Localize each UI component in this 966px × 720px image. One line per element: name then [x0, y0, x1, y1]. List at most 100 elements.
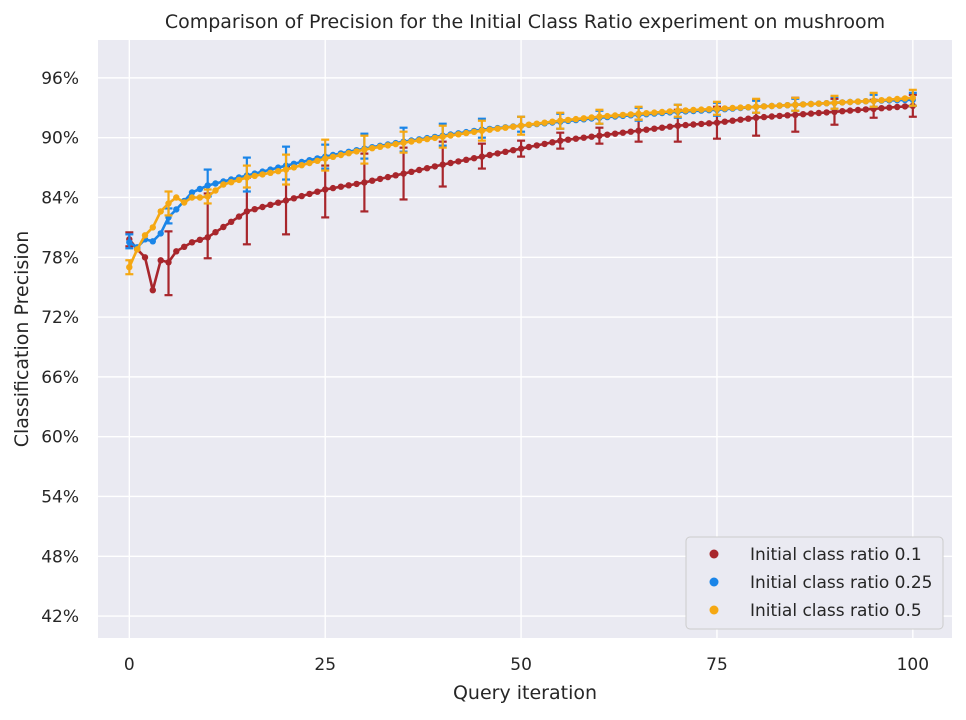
data-point — [228, 179, 235, 186]
data-point — [619, 129, 627, 136]
data-point — [651, 125, 658, 132]
data-point — [259, 203, 266, 211]
data-point — [196, 236, 204, 243]
data-point — [815, 100, 822, 107]
data-point — [149, 238, 156, 245]
data-point — [392, 172, 399, 179]
data-point — [290, 195, 298, 202]
data-point — [831, 108, 838, 116]
data-point — [228, 218, 235, 225]
data-point — [423, 135, 431, 143]
data-point — [306, 159, 313, 167]
data-point — [713, 119, 721, 126]
data-point — [894, 95, 901, 103]
chart-title: Comparison of Precision for the Initial … — [165, 11, 885, 33]
data-point — [745, 115, 752, 122]
data-point — [878, 105, 885, 112]
data-point — [651, 109, 658, 116]
data-point — [721, 105, 728, 112]
series-2 — [125, 88, 917, 276]
data-point — [384, 142, 392, 149]
data-point — [416, 166, 423, 174]
data-point — [611, 130, 619, 137]
x-tick-label: 50 — [510, 655, 532, 675]
data-point — [901, 95, 909, 102]
data-point — [267, 169, 274, 176]
data-point — [165, 259, 172, 266]
data-point — [337, 183, 345, 190]
data-point — [455, 131, 462, 138]
data-point — [400, 139, 407, 146]
data-point — [337, 151, 345, 159]
data-point — [478, 127, 486, 134]
data-point — [369, 145, 376, 152]
data-point — [596, 132, 603, 139]
data-point — [447, 132, 454, 139]
x-tick-label: 75 — [706, 655, 728, 675]
data-point — [157, 257, 164, 264]
data-point — [737, 104, 744, 111]
data-point — [204, 193, 211, 200]
data-point — [588, 133, 595, 140]
data-point — [878, 97, 885, 104]
data-point — [541, 140, 548, 148]
data-point — [510, 123, 517, 130]
data-point — [408, 138, 415, 145]
data-point — [173, 194, 180, 201]
data-point — [658, 108, 666, 116]
data-point — [909, 94, 916, 102]
x-tick-label: 100 — [897, 655, 929, 675]
data-point — [149, 224, 156, 231]
data-point — [799, 101, 807, 108]
data-point — [463, 156, 470, 163]
data-point — [431, 134, 439, 142]
data-point — [502, 148, 509, 155]
series-layer — [125, 88, 917, 297]
data-point — [478, 153, 486, 160]
data-point — [713, 105, 721, 113]
data-point — [557, 117, 564, 124]
data-point — [870, 97, 877, 105]
data-point — [502, 124, 509, 131]
y-axis-label: Classification Precision — [11, 231, 33, 448]
data-point — [760, 103, 768, 110]
y-tick-label: 90% — [41, 129, 79, 149]
data-point — [275, 168, 282, 175]
data-point — [173, 206, 180, 213]
y-tick-label: 54% — [41, 487, 79, 507]
data-point — [839, 108, 846, 115]
data-point — [431, 163, 439, 170]
data-point — [486, 151, 493, 159]
data-point — [329, 184, 337, 192]
data-point — [846, 98, 854, 106]
data-point — [408, 168, 415, 175]
data-point — [463, 129, 470, 137]
data-point — [823, 109, 830, 116]
y-tick-label: 60% — [41, 428, 79, 448]
data-point — [149, 287, 156, 294]
data-point — [212, 229, 219, 236]
data-point — [204, 182, 211, 189]
data-point — [643, 110, 650, 117]
data-point — [361, 146, 368, 153]
data-point — [525, 143, 533, 151]
data-point — [447, 159, 454, 167]
y-tick-label: 66% — [41, 368, 79, 388]
data-point — [839, 99, 846, 106]
data-point — [604, 131, 611, 138]
data-point — [564, 136, 572, 143]
data-point — [392, 140, 399, 148]
data-point — [157, 208, 164, 215]
data-point — [455, 158, 462, 165]
data-point — [768, 113, 775, 120]
data-point — [353, 180, 360, 188]
data-point — [557, 137, 564, 144]
data-point — [384, 173, 392, 181]
data-point — [792, 101, 799, 109]
data-point — [666, 123, 674, 130]
data-point — [784, 112, 791, 119]
data-point — [181, 243, 188, 250]
data-point — [752, 114, 760, 121]
data-point — [243, 174, 251, 181]
